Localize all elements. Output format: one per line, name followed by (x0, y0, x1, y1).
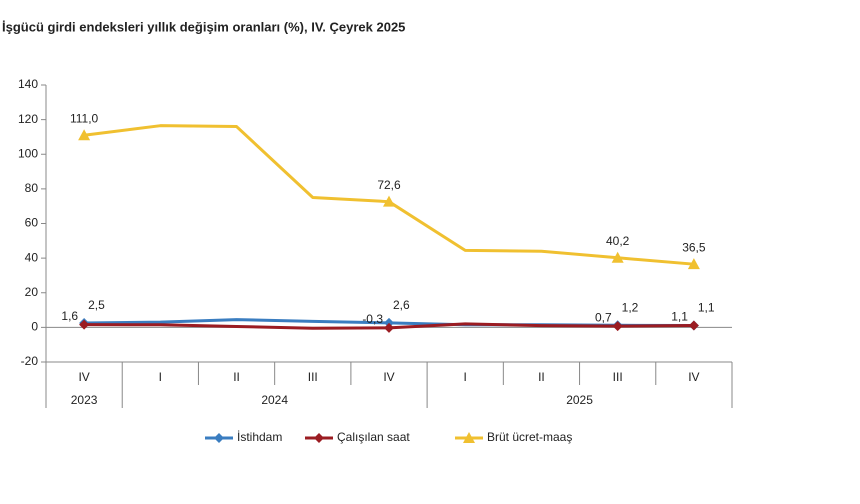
data-label: 1,2 (622, 300, 639, 314)
marker (463, 432, 475, 443)
data-label: 0,7 (595, 310, 612, 324)
y-tick-label: -20 (21, 354, 39, 368)
data-label: 1,1 (671, 310, 688, 324)
marker (384, 317, 394, 328)
y-tick-label: 40 (25, 250, 39, 264)
data-label: -0,3 (362, 312, 383, 326)
data-label: 40,2 (606, 234, 630, 248)
y-tick-label: 20 (25, 285, 39, 299)
x-tick-label: II (233, 370, 240, 384)
marker (611, 251, 624, 263)
data-label: 72,6 (377, 178, 401, 192)
x-tick-label: II (538, 370, 545, 384)
x-tick-label: III (308, 370, 318, 384)
data-label: 2,6 (393, 298, 410, 312)
legend-label: Brüt ücret-maaş (487, 430, 572, 444)
x-tick-label: I (159, 370, 162, 384)
legend-label: İstihdam (237, 430, 282, 444)
year-label: 2025 (566, 393, 593, 407)
legend-label: Çalışılan saat (337, 430, 410, 444)
chart-title: İşgücü girdi endeksleri yıllık değişim o… (2, 19, 405, 34)
y-tick-label: 60 (25, 216, 39, 230)
marker (687, 258, 700, 270)
x-tick-label: IV (78, 370, 89, 384)
marker (314, 433, 324, 443)
data-label: 111,0 (70, 111, 99, 125)
marker (79, 319, 90, 330)
data-label: 1,1 (698, 301, 715, 315)
marker (214, 433, 224, 443)
marker (383, 195, 395, 207)
data-label: 1,6 (61, 309, 78, 323)
y-tick-label: 140 (18, 77, 38, 91)
marker (612, 321, 623, 332)
x-tick-label: I (464, 370, 467, 384)
x-tick-label: III (613, 370, 623, 384)
year-label: 2024 (261, 393, 288, 407)
marker (78, 129, 91, 141)
marker (384, 322, 394, 333)
data-label: 2,5 (88, 298, 105, 312)
x-tick-label: IV (688, 370, 699, 384)
data-label: 36,5 (682, 240, 706, 254)
y-tick-label: 120 (18, 112, 38, 126)
y-tick-label: 80 (25, 181, 39, 195)
marker (688, 320, 699, 331)
year-label: 2023 (71, 393, 98, 407)
x-tick-label: IV (383, 370, 394, 384)
line (83, 124, 695, 266)
y-tick-label: 100 (18, 146, 38, 160)
y-tick-label: 0 (31, 320, 38, 334)
